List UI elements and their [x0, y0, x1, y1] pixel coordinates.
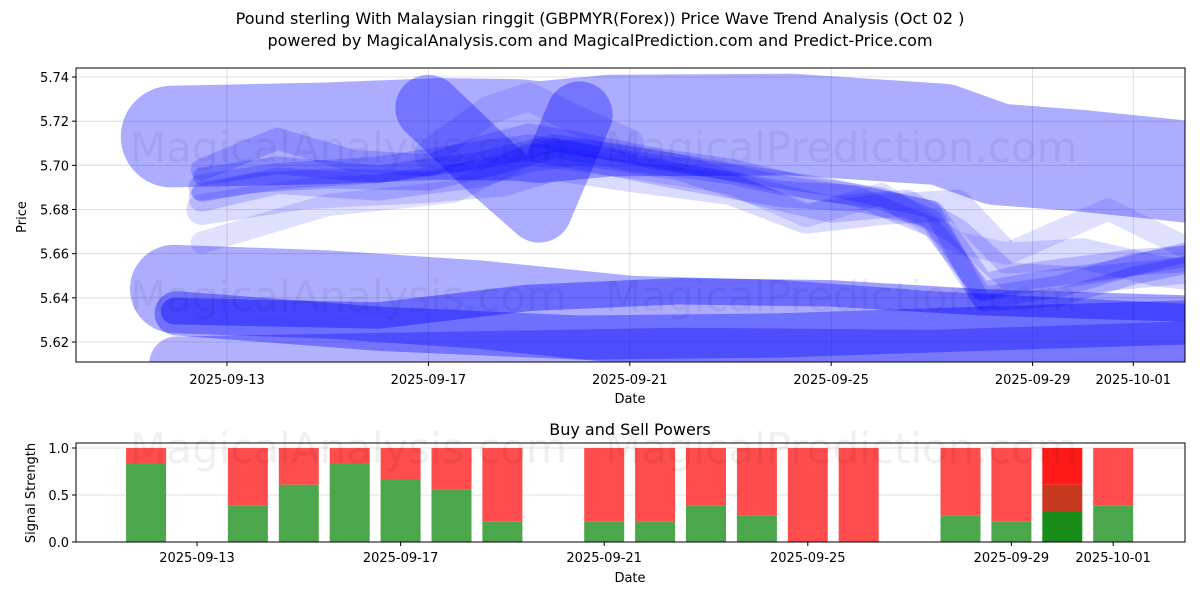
buy-bar — [380, 479, 421, 542]
sell-bar — [635, 448, 676, 522]
buy-bar — [278, 484, 319, 542]
sell-bar — [380, 448, 421, 480]
sell-bar — [787, 448, 828, 542]
price-x-tick-label: 2025-09-21 — [592, 373, 668, 388]
signal-x-tick-label: 2025-09-17 — [363, 551, 439, 566]
band-wave-3 — [188, 138, 1185, 294]
watermark-bottom-right: MagicalPrediction.com — [605, 424, 1078, 473]
sell-bar — [278, 448, 319, 485]
watermark-bottom-left: MagicalAnalysis.com — [130, 424, 567, 473]
watermark-mid-left: MagicalAnalysis.com — [130, 272, 567, 321]
band-wave-7 — [191, 137, 1185, 302]
signal-y-tick-label: 0.0 — [48, 536, 69, 551]
chart-title: Pound sterling With Malaysian ringgit (G… — [0, 8, 1200, 52]
buy-bar — [940, 515, 981, 542]
price-x-ticks: 2025-09-13 2025-09-17 2025-09-21 2025-09-25… — [189, 362, 1171, 388]
buy-bar — [431, 489, 472, 542]
title-line-1: Pound sterling With Malaysian ringgit (G… — [235, 9, 965, 28]
sell-bar — [431, 448, 472, 490]
buy-bar — [584, 521, 625, 542]
buy-bar — [1093, 505, 1134, 542]
band-wave-1 — [188, 134, 1185, 301]
price-axes-frame — [75, 67, 1186, 363]
signal-chart-title: Buy and Sell Powers — [549, 420, 711, 439]
price-y-tick-label: 5.70 — [40, 159, 69, 174]
buy-bar — [227, 505, 268, 542]
signal-x-tick-label: 2025-09-13 — [159, 551, 235, 566]
signal-x-tick-label: 2025-10-01 — [1075, 551, 1151, 566]
signal-x-tick-label: 2025-09-25 — [770, 551, 846, 566]
band-wave-8 — [414, 82, 645, 169]
buy-bar — [991, 521, 1032, 542]
sell-bar — [329, 448, 370, 464]
band-v-dip-band — [395, 74, 613, 243]
price-grid — [76, 68, 1185, 362]
band-upper-wide-band — [120, 73, 1185, 223]
price-x-tick-label: 2025-09-29 — [995, 373, 1071, 388]
watermark-mid-right: MagicalPrediction.com — [605, 272, 1078, 321]
sell-bar — [940, 448, 981, 516]
sell-bar — [838, 448, 879, 542]
sell-bar — [736, 448, 777, 516]
price-y-ticks: 5.62 5.64 5.66 5.68 5.70 5.72 5.74 — [40, 71, 76, 351]
signal-x-tick-label: 2025-09-21 — [566, 551, 642, 566]
signal-x-ticks: 2025-09-13 2025-09-17 2025-09-21 2025-09-25… — [159, 542, 1151, 566]
price-y-tick-label: 5.62 — [40, 336, 69, 351]
sell-bar — [482, 448, 523, 522]
band-wave-5 — [190, 143, 1185, 265]
band-bottom-band — [149, 321, 1185, 362]
sell-bar-overlap — [1042, 484, 1083, 511]
sell-bar — [991, 448, 1032, 522]
price-x-label: Date — [614, 392, 645, 407]
price-x-tick-label: 2025-09-17 — [391, 373, 467, 388]
price-y-tick-label: 5.64 — [40, 292, 69, 307]
band-lower-mid-band — [154, 291, 1185, 360]
sell-bar — [584, 448, 625, 522]
signal-y-tick-label: 0.5 — [48, 489, 69, 504]
signal-x-tick-label: 2025-09-29 — [974, 551, 1050, 566]
signal-y-label: Signal Strength — [24, 443, 39, 543]
sell-bar — [126, 448, 167, 464]
price-bands — [120, 73, 1185, 362]
band-lower-wide-band — [129, 244, 1185, 362]
price-x-tick-label: 2025-09-13 — [189, 373, 265, 388]
sell-bar — [1042, 448, 1083, 485]
price-x-tick-label: 2025-10-01 — [1096, 373, 1172, 388]
title-line-2: powered by MagicalAnalysis.com and Magic… — [267, 31, 933, 50]
signal-y-tick-label: 1.0 — [48, 442, 69, 457]
sell-bar — [686, 448, 726, 506]
price-y-tick-label: 5.66 — [40, 248, 69, 263]
price-y-tick-label: 5.74 — [40, 71, 69, 86]
signal-x-label: Date — [614, 571, 645, 586]
price-x-tick-label: 2025-09-25 — [793, 373, 869, 388]
buy-bar — [736, 515, 777, 542]
price-y-tick-label: 5.68 — [40, 204, 69, 219]
signal-bars — [126, 448, 1134, 542]
buy-bar — [686, 505, 726, 542]
buy-bar — [1042, 510, 1083, 542]
watermark-top-right: MagicalPrediction.com — [605, 123, 1078, 172]
sell-bar — [1093, 448, 1134, 506]
band-lower-dark-band — [160, 277, 1185, 329]
buy-bar — [635, 521, 676, 542]
price-y-tick-label: 5.72 — [40, 115, 69, 130]
buy-bar — [329, 463, 370, 542]
band-wave-6 — [192, 134, 1185, 312]
watermark-top-left: MagicalAnalysis.com — [130, 123, 567, 172]
signal-y-ticks: 0.0 0.5 1.0 — [48, 442, 76, 551]
signal-axes-frame — [75, 442, 1186, 543]
sell-bar — [227, 448, 268, 506]
buy-bar — [482, 521, 523, 542]
buy-bar — [126, 463, 167, 542]
band-wave-4 — [186, 149, 1185, 290]
band-wave-2 — [190, 123, 1185, 309]
price-y-label: Price — [15, 201, 30, 233]
